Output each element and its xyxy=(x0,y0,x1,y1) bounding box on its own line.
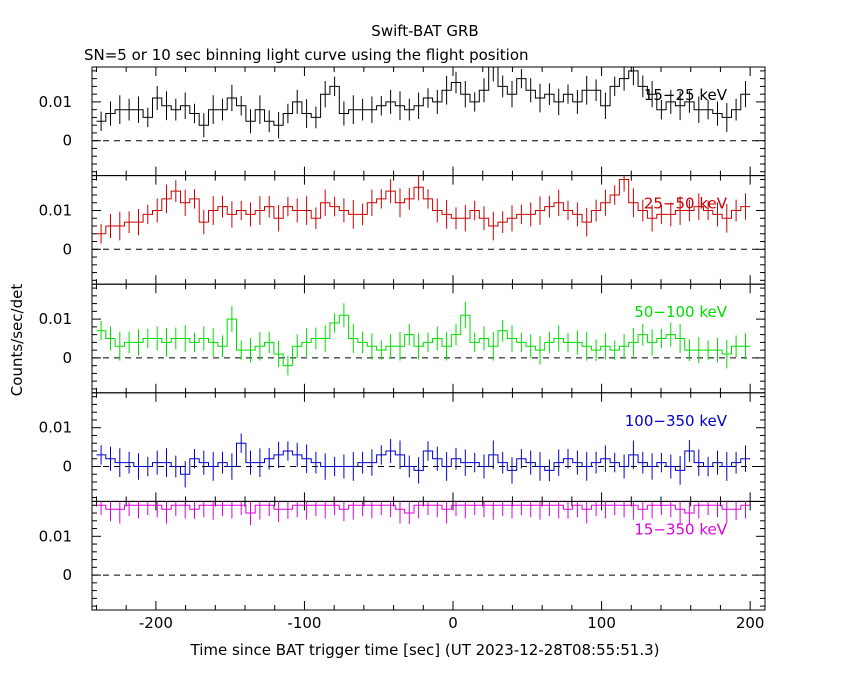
panel-25-50-kev: 0 0.01 25−50 keV xyxy=(39,175,766,285)
panel-frame xyxy=(91,500,766,611)
band-label: 50−100 keV xyxy=(634,303,727,321)
y-tick-label: 0.01 xyxy=(39,527,72,545)
x-axis-label: Time since BAT trigger time [sec] (UT 20… xyxy=(190,641,660,659)
chart-title: Swift-BAT GRB xyxy=(371,22,478,40)
x-tick-label: 200 xyxy=(736,614,765,632)
y-tick-label: 0 xyxy=(62,349,72,367)
x-tick-label: -100 xyxy=(287,614,321,632)
panel-frame xyxy=(91,66,766,177)
band-label: 15−350 keV xyxy=(634,520,727,538)
series-line xyxy=(96,504,751,514)
panel-15-350-kev: 0 0.01 15−350 keV xyxy=(39,500,766,611)
panel-100-350-kev: 0 0.01 100−350 keV xyxy=(39,392,766,502)
series-line xyxy=(96,442,751,475)
panel-15-25-kev: 0 0.01 15−25 keV xyxy=(39,66,766,177)
series-line xyxy=(96,314,751,367)
x-tick-label: 100 xyxy=(587,614,616,632)
chart-subtitle: SN=5 or 10 sec binning light curve using… xyxy=(84,46,529,64)
series-line xyxy=(96,66,751,126)
y-axis-label: Counts/sec/det xyxy=(8,284,26,397)
x-tick-label: -200 xyxy=(139,614,173,632)
y-tick-label: 0.01 xyxy=(39,419,72,437)
band-label: 25−50 keV xyxy=(644,195,728,213)
y-tick-label: 0 xyxy=(62,132,72,150)
panel-group: 0 0.01 15−25 keV 0 0.01 25−50 keV 0 0.01 50−100 … xyxy=(39,66,766,611)
band-label: 15−25 keV xyxy=(644,86,728,104)
band-label: 100−350 keV xyxy=(625,412,728,430)
x-tick-labels: -200 -100 0 100 200 xyxy=(139,614,765,632)
y-tick-label: 0.01 xyxy=(39,93,72,111)
panel-50-100-kev: 0 0.01 50−100 keV xyxy=(39,283,766,394)
y-tick-label: 0.01 xyxy=(39,202,72,220)
y-tick-label: 0.01 xyxy=(39,310,72,328)
y-tick-label: 0 xyxy=(62,240,72,258)
y-tick-label: 0 xyxy=(62,566,72,584)
y-tick-label: 0 xyxy=(62,457,72,475)
series-line xyxy=(96,179,751,235)
x-tick-label: 0 xyxy=(448,614,458,632)
